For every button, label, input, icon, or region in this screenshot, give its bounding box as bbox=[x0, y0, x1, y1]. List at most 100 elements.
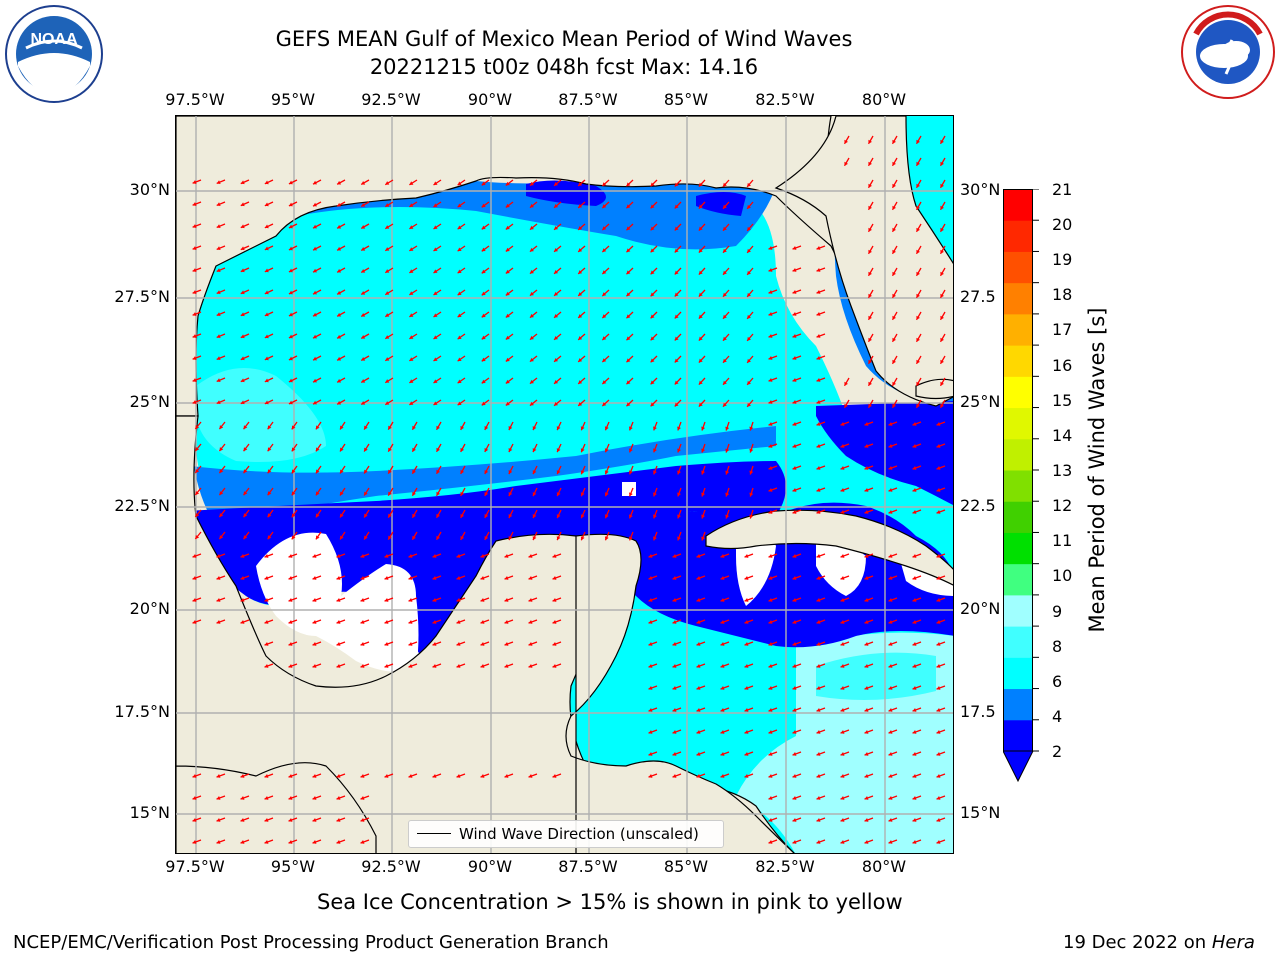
wind-wave-arrowhead bbox=[916, 381, 920, 386]
wind-wave-arrowhead bbox=[792, 509, 797, 514]
wind-wave-arrowhead bbox=[816, 795, 821, 800]
wind-wave-arrowhead bbox=[457, 291, 462, 296]
wind-wave-arrowhead bbox=[528, 773, 533, 778]
wind-wave-arrowhead bbox=[816, 487, 821, 492]
wind-wave-arrowhead bbox=[936, 729, 941, 734]
wind-wave-arrowhead bbox=[360, 619, 365, 624]
wind-wave-arrowhead bbox=[409, 269, 414, 273]
wind-wave-arrowhead bbox=[725, 470, 730, 475]
wind-wave-arrowhead bbox=[336, 773, 341, 778]
wind-wave-arrowhead bbox=[385, 335, 390, 339]
wind-wave-arrowhead bbox=[912, 421, 917, 426]
wind-wave-arrowhead bbox=[408, 773, 413, 778]
wind-wave-arrowhead bbox=[315, 513, 320, 518]
wind-wave-arrowhead bbox=[626, 336, 631, 341]
wind-wave-arrowhead bbox=[888, 685, 893, 690]
wind-wave-arrowhead bbox=[552, 773, 557, 778]
wind-wave-arrowhead bbox=[701, 448, 706, 453]
wind-wave-arrowhead bbox=[744, 641, 749, 646]
legend-line-icon bbox=[417, 833, 451, 834]
wind-wave-arrowhead bbox=[337, 312, 342, 317]
wind-wave-arrowhead bbox=[916, 337, 920, 342]
wind-wave-arrowhead bbox=[264, 795, 269, 800]
wind-wave-arrowhead bbox=[840, 839, 845, 844]
wind-wave-arrowhead bbox=[916, 205, 920, 210]
wind-wave-arrowhead bbox=[674, 292, 679, 297]
wind-wave-arrowhead bbox=[556, 426, 561, 431]
colorbar-segment bbox=[1003, 407, 1033, 440]
wind-wave-arrowhead bbox=[288, 575, 293, 580]
wind-wave-arrowhead bbox=[460, 425, 465, 430]
wind-wave-arrowhead bbox=[240, 817, 245, 822]
wind-wave-arrowhead bbox=[720, 751, 725, 756]
wind-wave-arrowhead bbox=[892, 315, 896, 320]
wind-wave-arrowhead bbox=[409, 357, 414, 361]
wind-wave-arrowhead bbox=[888, 619, 893, 624]
wind-wave-arrowhead bbox=[749, 448, 754, 453]
wind-wave-arrowhead bbox=[672, 751, 677, 756]
wind-wave-arrowhead bbox=[912, 509, 917, 514]
wind-wave-arrowhead bbox=[696, 641, 701, 646]
wind-wave-arrowhead bbox=[267, 447, 272, 452]
wind-wave-arrowhead bbox=[768, 311, 773, 316]
wind-wave-arrowhead bbox=[916, 271, 920, 276]
wind-wave-arrowhead bbox=[216, 619, 221, 624]
wind-wave-arrowhead bbox=[698, 292, 703, 297]
wind-wave-arrowhead bbox=[868, 337, 872, 342]
colorbar-segment bbox=[1003, 626, 1033, 658]
wind-wave-arrowhead bbox=[264, 817, 269, 822]
wind-wave-arrowhead bbox=[749, 470, 754, 475]
wind-wave-arrowhead bbox=[504, 619, 509, 624]
wind-wave-arrowhead bbox=[747, 248, 751, 253]
wind-wave-arrowhead bbox=[336, 663, 341, 668]
wind-wave-arrowhead bbox=[240, 400, 245, 405]
wind-wave-arrowhead bbox=[481, 225, 486, 230]
colorbar-tick: 11 bbox=[1052, 531, 1073, 550]
wind-wave-arrowhead bbox=[364, 469, 368, 474]
wind-wave-arrowhead bbox=[457, 269, 462, 274]
wind-wave-arrowhead bbox=[768, 817, 773, 822]
wind-wave-arrowhead bbox=[840, 443, 845, 448]
wind-wave-arrowhead bbox=[864, 553, 869, 558]
wind-wave-arrowhead bbox=[696, 729, 701, 734]
wind-wave-arrowhead bbox=[336, 575, 341, 580]
wind-wave-arrowhead bbox=[723, 270, 727, 275]
wind-wave-arrowhead bbox=[816, 685, 821, 690]
wind-wave-arrowhead bbox=[195, 469, 200, 473]
wind-wave-arrowhead bbox=[698, 270, 703, 275]
wind-wave-arrowhead bbox=[672, 685, 677, 690]
wind-wave-arrowhead bbox=[888, 443, 893, 448]
wind-wave-arrowhead bbox=[219, 469, 224, 474]
wind-wave-arrowhead bbox=[529, 357, 534, 362]
wind-wave-arrowhead bbox=[816, 773, 821, 778]
wind-wave-arrowhead bbox=[602, 270, 607, 275]
colorbar-segment bbox=[1003, 282, 1033, 315]
wind-wave-arrowhead bbox=[816, 355, 821, 360]
wind-wave-arrowhead bbox=[792, 597, 797, 602]
wind-wave-arrowhead bbox=[940, 403, 944, 408]
wind-wave-arrowhead bbox=[698, 380, 703, 385]
wind-wave-arrowhead bbox=[672, 707, 677, 712]
wind-wave-arrowhead bbox=[626, 226, 631, 231]
wind-wave-arrowhead bbox=[408, 553, 413, 558]
wind-wave-arrowhead bbox=[648, 597, 653, 602]
wind-wave-arrowhead bbox=[936, 839, 941, 844]
wind-wave-arrowhead bbox=[816, 509, 821, 514]
wind-wave-arrowhead bbox=[888, 421, 893, 426]
wind-wave-arrowhead bbox=[504, 641, 509, 646]
wind-wave-arrowhead bbox=[916, 359, 920, 364]
wind-wave-arrowhead bbox=[264, 839, 269, 844]
wind-wave-arrowhead bbox=[336, 619, 341, 624]
wind-wave-arrowhead bbox=[528, 597, 533, 602]
wind-wave-arrowhead bbox=[940, 205, 944, 210]
wind-wave-arrowhead bbox=[340, 469, 344, 474]
wind-wave-arrowhead bbox=[340, 425, 344, 430]
noaa-logo: NOAA bbox=[4, 4, 104, 108]
wind-wave-arrowhead bbox=[864, 465, 869, 470]
wind-wave-arrowhead bbox=[432, 773, 437, 778]
wind-wave-arrowhead bbox=[912, 707, 917, 712]
wind-wave-arrowhead bbox=[481, 291, 486, 296]
wind-wave-arrowhead bbox=[216, 202, 221, 207]
wind-wave-arrowhead bbox=[580, 492, 585, 497]
wind-wave-arrowhead bbox=[288, 839, 293, 844]
